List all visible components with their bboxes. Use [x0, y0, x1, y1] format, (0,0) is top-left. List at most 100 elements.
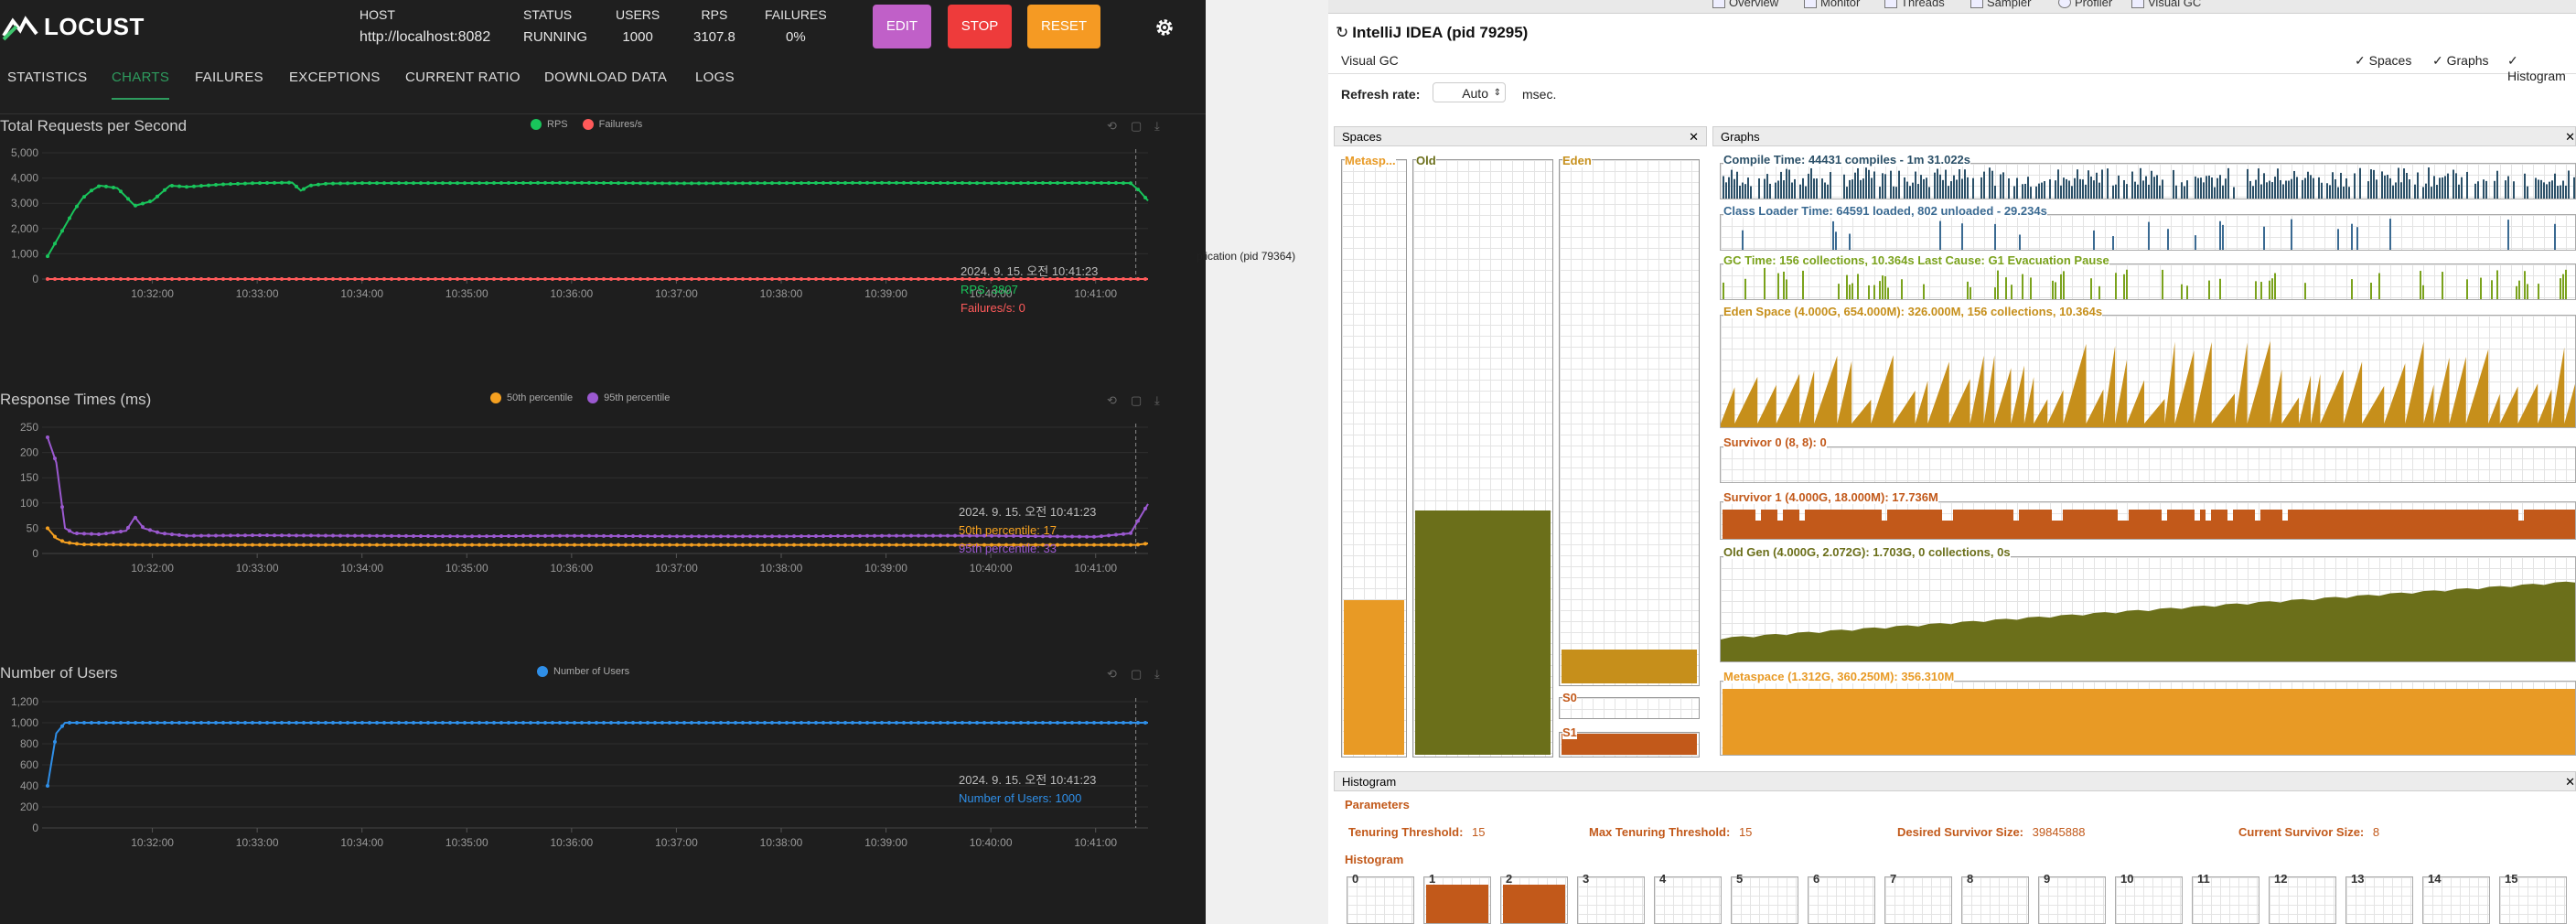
download-icon[interactable]: ⤓: [1154, 119, 1160, 133]
close-graphs-icon[interactable]: ✕: [2565, 130, 2575, 144]
series-point: [412, 181, 415, 186]
refresh-rate-unit: msec.: [1522, 87, 1557, 102]
zoom-icon[interactable]: ▢: [1131, 393, 1143, 407]
series-point: [46, 526, 49, 531]
survivor-bar: [1832, 510, 1838, 539]
stop-button[interactable]: STOP: [948, 5, 1012, 48]
series-point: [53, 534, 57, 539]
series-point: [719, 181, 723, 186]
series-point: [756, 181, 759, 186]
activity-bar: [1775, 182, 1776, 199]
series-point: [492, 534, 496, 539]
y-tick-label: 3,000: [11, 197, 38, 210]
series-point: [1107, 543, 1111, 547]
series-point: [982, 277, 986, 281]
series-point: [463, 277, 467, 281]
tab-exceptions[interactable]: EXCEPTIONS: [289, 70, 381, 85]
restore-icon[interactable]: ⟲: [1107, 667, 1117, 681]
survivor-bar: [2425, 510, 2431, 539]
series-point: [668, 181, 671, 186]
series-point: [419, 181, 423, 186]
edit-button[interactable]: EDIT: [873, 5, 931, 48]
tab-failures[interactable]: FAILURES: [195, 70, 263, 85]
checkbox-histogram[interactable]: ✓ Histogram: [2507, 53, 2566, 83]
activity-bar: [1788, 169, 1790, 199]
series-point: [53, 242, 57, 246]
checkbox-graphs[interactable]: ✓ Graphs: [2432, 53, 2489, 68]
legend-rps[interactable]: RPS Failures/s: [531, 119, 642, 130]
series-point: [975, 181, 979, 186]
activity-bar: [2173, 169, 2174, 199]
activity-bar: [1747, 177, 1749, 199]
close-spaces-icon[interactable]: ✕: [1689, 130, 1699, 144]
series-point: [865, 543, 869, 547]
tab-profiler[interactable]: Profiler: [2058, 0, 2112, 9]
restore-icon[interactable]: ⟲: [1107, 119, 1117, 133]
series-point: [778, 181, 781, 186]
series-point: [456, 277, 459, 281]
tab-overview[interactable]: Overview: [1712, 0, 1778, 9]
series-point: [463, 534, 467, 539]
series-point: [1048, 543, 1052, 547]
series-point: [331, 533, 335, 538]
tab-visual-gc[interactable]: Visual GC: [2131, 0, 2201, 9]
survivor-bar: [2216, 510, 2222, 539]
series-point: [1143, 542, 1147, 546]
series-point: [382, 721, 386, 725]
desired-survivor-size: Desired Survivor Size: 39845888: [1897, 825, 2085, 839]
download-icon[interactable]: ⤓: [1154, 393, 1160, 407]
activity-bar: [2123, 179, 2125, 199]
activity-bar: [2082, 179, 2084, 199]
zoom-icon[interactable]: ▢: [1131, 667, 1143, 681]
zoom-icon[interactable]: ▢: [1131, 119, 1143, 133]
tab-charts[interactable]: CHARTS: [112, 70, 170, 100]
series-point: [1143, 195, 1147, 199]
survivor-bar: [2008, 510, 2013, 539]
checkbox-spaces[interactable]: ✓ Spaces: [2355, 53, 2412, 68]
series-point: [214, 183, 218, 188]
settings-gear-icon[interactable]: [1154, 16, 1175, 38]
series-point: [653, 277, 657, 281]
activity-bar: [2142, 180, 2144, 199]
series-point: [1019, 533, 1023, 538]
series-point: [441, 721, 445, 725]
tab-current-ratio[interactable]: CURRENT RATIO: [405, 70, 521, 85]
survivor-bar: [1871, 510, 1876, 539]
legend-label-p50: 50th percentile: [507, 392, 574, 403]
restore-icon[interactable]: ⟲: [1107, 393, 1117, 407]
survivor-bar: [2354, 510, 2359, 539]
activity-bar: [1849, 179, 1851, 199]
locust-logo[interactable]: LOCUST: [2, 13, 145, 41]
series-point: [675, 721, 679, 725]
activity-bar: [2077, 169, 2078, 199]
series-point: [397, 533, 401, 538]
series-point: [485, 543, 488, 547]
tab-sampler[interactable]: Sampler: [1970, 0, 2031, 9]
y-tick-label: 600: [20, 758, 38, 771]
series-point: [821, 277, 825, 281]
download-icon[interactable]: ⤓: [1154, 667, 1160, 681]
survivor-bar: [2046, 510, 2052, 539]
tab-logs[interactable]: LOGS: [695, 70, 735, 85]
survivor-bar: [1865, 510, 1871, 539]
survivor-bar: [1909, 510, 1915, 539]
series-point: [317, 543, 320, 547]
histogram-bin-label: 11: [2197, 872, 2210, 886]
class-loader-plot: [1742, 219, 2556, 250]
legend-users[interactable]: Number of Users: [537, 666, 629, 677]
series-point: [1078, 543, 1081, 547]
tab-statistics[interactable]: STATISTICS: [7, 70, 88, 85]
reset-button[interactable]: RESET: [1027, 5, 1100, 48]
close-histogram-icon[interactable]: ✕: [2565, 775, 2575, 789]
activity-bar: [2406, 172, 2408, 199]
refresh-rate-select[interactable]: Auto ⇕: [1433, 82, 1506, 102]
tab-download-data[interactable]: DOWNLOAD DATA: [544, 70, 668, 85]
tab-threads[interactable]: Threads: [1884, 0, 1945, 9]
series-point: [997, 181, 1001, 186]
legend-response[interactable]: 50th percentile 95th percentile: [490, 392, 670, 403]
series-point: [412, 721, 415, 725]
survivor-bar: [1904, 510, 1909, 539]
tab-monitor[interactable]: Monitor: [1804, 0, 1860, 9]
current-survivor-value: 8: [2372, 825, 2380, 839]
series-point: [975, 721, 979, 725]
